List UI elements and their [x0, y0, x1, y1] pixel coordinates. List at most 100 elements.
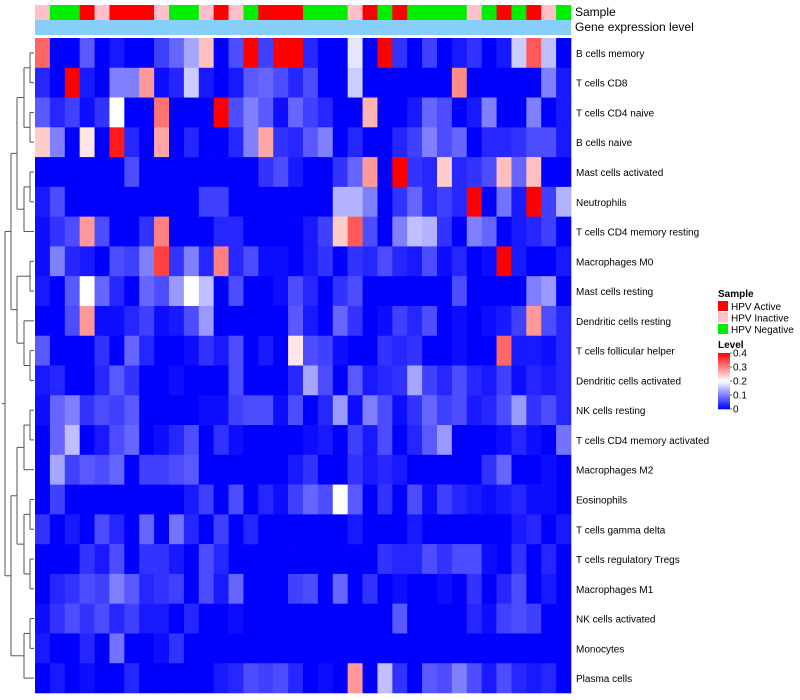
- heatmap-cell: [392, 97, 408, 128]
- heatmap-cell: [288, 454, 304, 485]
- heatmap-cell: [154, 67, 170, 98]
- heatmap-cell: [437, 127, 453, 158]
- heatmap-cell: [377, 67, 393, 98]
- heatmap-cell: [35, 305, 51, 337]
- heatmap-cell: [273, 395, 289, 426]
- heatmap-cell: [228, 603, 244, 634]
- heatmap-cell: [437, 603, 453, 634]
- heatmap-cell: [154, 157, 170, 188]
- heatmap-cell: [556, 216, 572, 247]
- heatmap-cell: [258, 544, 274, 575]
- heatmap-cell: [451, 276, 468, 307]
- heatmap-cell: [273, 127, 289, 158]
- heatmap-cell: [526, 514, 542, 545]
- heatmap-cell: [109, 246, 125, 277]
- heatmap-cell: [496, 633, 512, 664]
- heatmap-cell: [392, 127, 408, 158]
- heatmap-cell: [332, 663, 348, 694]
- legend-sample-swatch: [718, 324, 728, 334]
- heatmap-cell: [362, 514, 378, 545]
- heatmap-cell: [511, 186, 527, 217]
- heatmap-cell: [422, 186, 438, 217]
- heatmap-cell: [169, 425, 185, 456]
- heatmap-cell: [526, 276, 542, 307]
- heatmap-cell: [154, 573, 170, 604]
- heatmap-cell: [541, 305, 557, 337]
- heatmap-cell: [64, 127, 80, 158]
- heatmap-cell: [49, 663, 66, 694]
- heatmap-cell: [183, 246, 200, 277]
- heatmap-cell: [511, 633, 527, 664]
- heatmap-cell: [511, 603, 527, 634]
- legend-sample-label: HPV Inactive: [731, 314, 789, 325]
- heatmap-cell: [94, 127, 110, 158]
- heatmap-cell: [198, 305, 214, 337]
- heatmap-cell: [258, 157, 274, 188]
- heatmap-cell: [154, 127, 170, 158]
- heatmap-cell: [392, 365, 408, 396]
- heatmap-cell: [169, 365, 185, 396]
- heatmap-cell: [526, 544, 542, 575]
- heatmap-cell: [243, 514, 259, 545]
- heatmap-cell: [541, 573, 557, 604]
- heatmap-cell: [79, 246, 95, 277]
- heatmap-cell: [124, 514, 140, 545]
- heatmap-cell: [451, 395, 468, 426]
- heatmap-cell: [347, 97, 363, 128]
- heatmap-cell: [496, 305, 512, 337]
- heatmap-cell: [511, 425, 527, 456]
- heatmap-cell: [183, 573, 200, 604]
- heatmap-cell: [317, 186, 334, 217]
- heatmap-cell: [407, 484, 423, 515]
- heatmap-cell: [451, 38, 468, 69]
- heatmap-cell: [422, 573, 438, 604]
- heatmap-cell: [496, 335, 512, 366]
- heatmap-cell: [154, 395, 170, 426]
- heatmap-cell: [392, 633, 408, 664]
- heatmap-cell: [258, 38, 274, 69]
- legend-level-gradient-step: [718, 367, 730, 369]
- heatmap-cell: [437, 335, 453, 366]
- sample-bar-cell: [451, 5, 468, 20]
- heatmap-cell: [183, 305, 200, 337]
- heatmap-cell: [481, 425, 497, 456]
- heatmap-cell: [332, 127, 348, 158]
- heatmap-cell: [362, 276, 378, 307]
- heatmap-cell: [392, 454, 408, 485]
- row-label: Plasma cells: [576, 674, 632, 685]
- heatmap-cell: [451, 573, 468, 604]
- heatmap-cell: [332, 365, 348, 396]
- legend-sample-label: HPV Active: [731, 302, 781, 313]
- heatmap-cell: [169, 38, 185, 69]
- heatmap-cell: [35, 67, 51, 98]
- heatmap-cell: [377, 544, 393, 575]
- heatmap-cell: [347, 246, 363, 277]
- heatmap-cell: [169, 514, 185, 545]
- heatmap-cell: [198, 127, 214, 158]
- heatmap-cell: [243, 97, 259, 128]
- heatmap-cell: [169, 97, 185, 128]
- heatmap-cell: [94, 454, 110, 485]
- heatmap-cell: [213, 454, 229, 485]
- heatmap-cell: [541, 663, 557, 694]
- heatmap-cell: [332, 633, 348, 664]
- heatmap-cell: [317, 454, 334, 485]
- heatmap-cell: [466, 633, 482, 664]
- heatmap-cell: [362, 246, 378, 277]
- heatmap-cell: [362, 573, 378, 604]
- heatmap-cell: [451, 633, 468, 664]
- heatmap-cell: [154, 633, 170, 664]
- heatmap-cell: [422, 335, 438, 366]
- heatmap-cell: [496, 573, 512, 604]
- heatmap-cell: [556, 97, 572, 128]
- heatmap-cell: [139, 603, 155, 634]
- heatmap-cell: [451, 544, 468, 575]
- heatmap-cell: [35, 127, 51, 158]
- heatmap-cell: [303, 127, 319, 158]
- heatmap-cell: [422, 276, 438, 307]
- heatmap-cell: [198, 603, 214, 634]
- heatmap-cell: [526, 425, 542, 456]
- heatmap-cell: [496, 97, 512, 128]
- heatmap-cell: [198, 246, 214, 277]
